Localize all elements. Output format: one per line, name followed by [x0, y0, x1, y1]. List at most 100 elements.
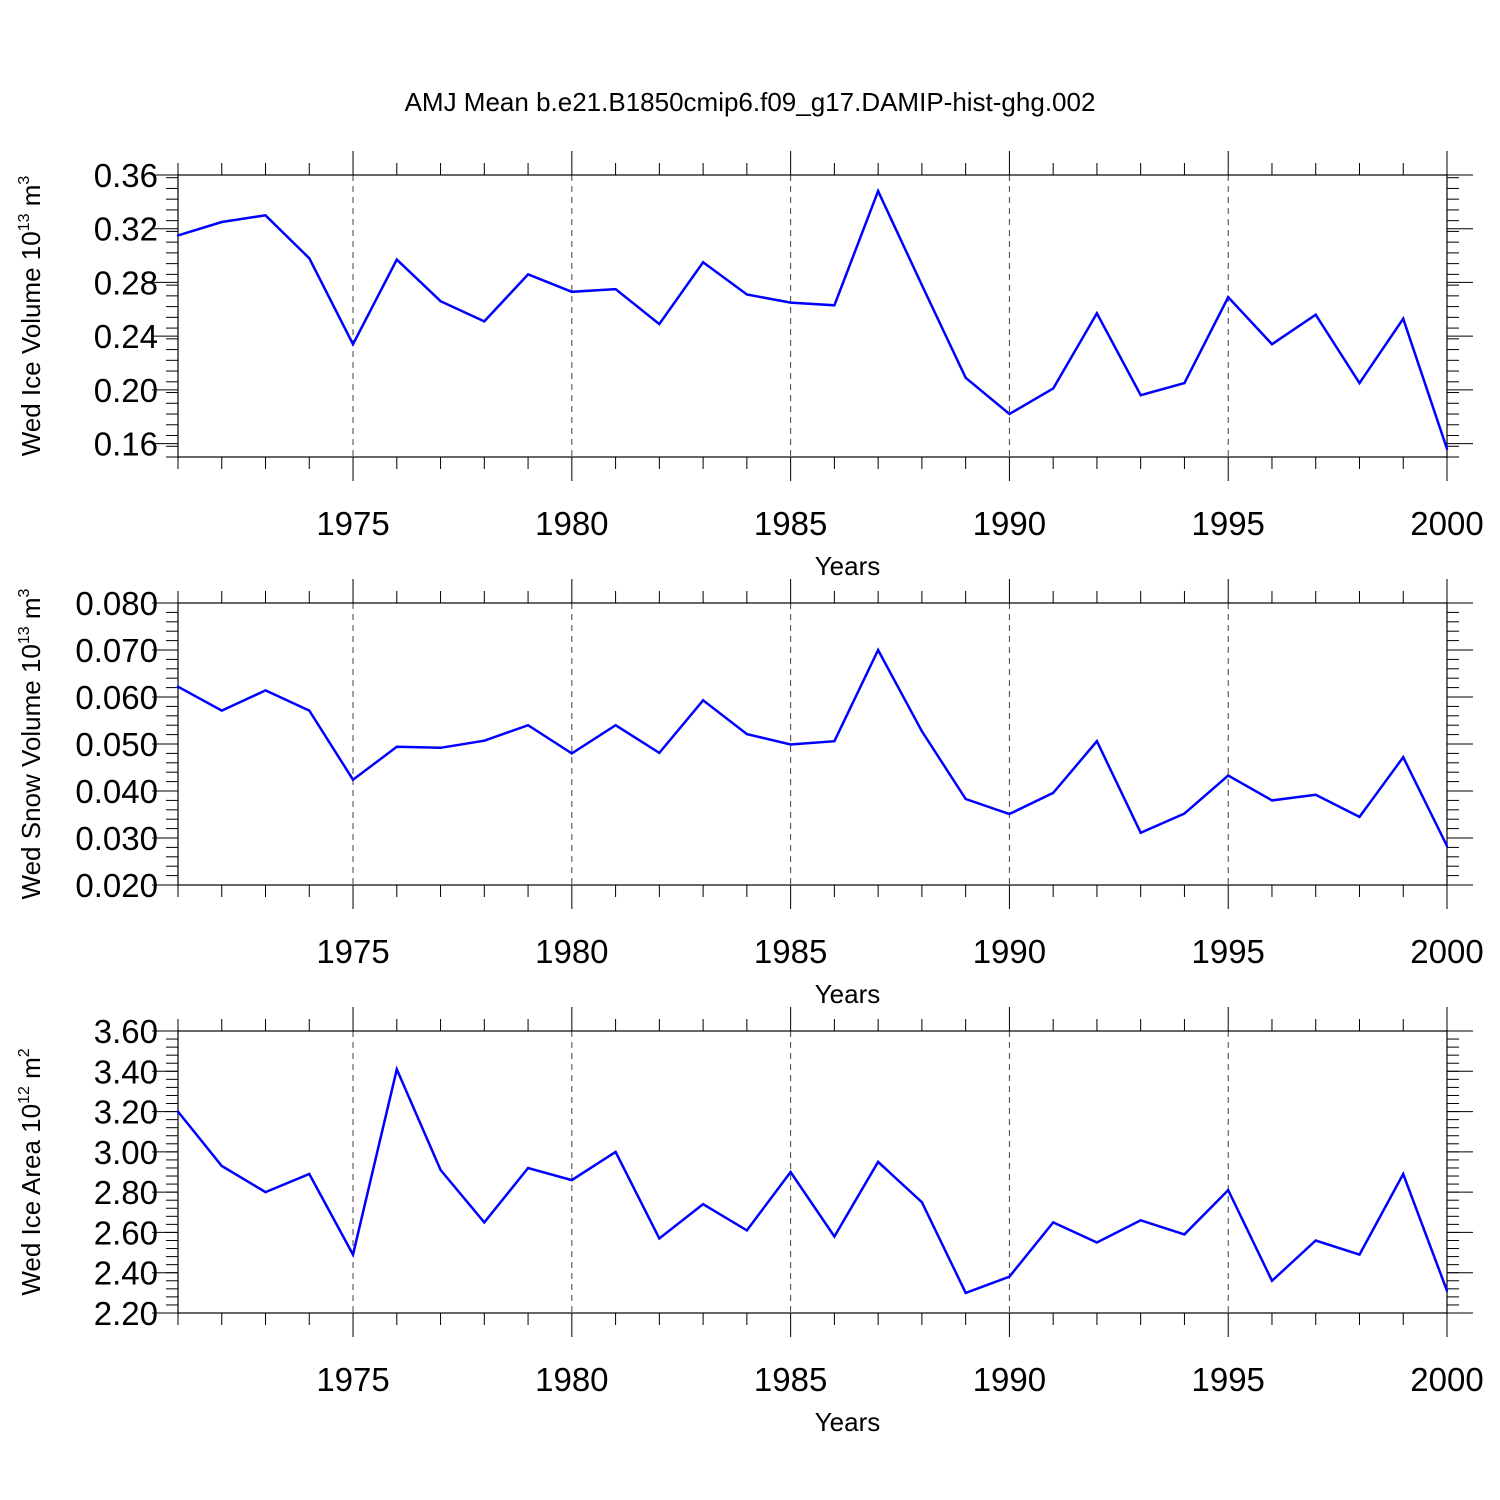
- data-point: [483, 320, 486, 323]
- y-tick-label: 0.050: [75, 726, 158, 763]
- y-axis-title-exponent: 13: [16, 626, 33, 644]
- chart-panel-1: 1975 1980 1985 1990 1995 2000 Years 0.16 0.20 0.2…: [16, 151, 1484, 581]
- data-point: [658, 1237, 661, 1240]
- y-tick-label: 0.28: [94, 264, 158, 301]
- series-line: [177, 1065, 1449, 1295]
- data-point: [701, 261, 705, 264]
- y-tick-label: 0.32: [94, 211, 158, 248]
- data-point: [1445, 447, 1449, 451]
- plot-frame: [177, 1030, 1448, 1314]
- data-point: [789, 1170, 792, 1174]
- data-point: [176, 1110, 180, 1113]
- y-tick-label: 2.40: [94, 1255, 158, 1292]
- data-point: [789, 743, 792, 746]
- plot-frame: [177, 174, 1448, 458]
- data-point: [1314, 1239, 1317, 1242]
- y-axis-title-unit: m: [16, 1057, 46, 1086]
- data-point: [876, 648, 880, 652]
- data-point: [395, 1068, 398, 1071]
- data-point: [395, 745, 398, 749]
- data-point: [351, 343, 355, 346]
- data-point: [1008, 812, 1011, 816]
- y-axis-title: Wed Ice Area 1012 m2: [16, 1048, 46, 1295]
- data-point: [483, 1221, 486, 1224]
- y-axis-title: Wed Snow Volume 1013 m3: [16, 588, 46, 899]
- data-point: [658, 322, 661, 326]
- x-tick-label: 2000: [1410, 1361, 1483, 1398]
- data-point: [264, 214, 267, 217]
- y-axis-title-prefix: Wed Snow Volume 10: [16, 644, 46, 899]
- data-point: [395, 258, 398, 261]
- data-point: [789, 301, 792, 304]
- data-point: [1095, 1241, 1099, 1244]
- y-tick-label: 0.070: [75, 632, 158, 669]
- data-point: [308, 709, 311, 712]
- y-axis-title-unit-exponent: 3: [16, 588, 33, 597]
- x-tick-label: 2000: [1410, 933, 1483, 970]
- data-point: [1227, 296, 1230, 299]
- data-point: [1183, 1233, 1186, 1236]
- x-tick-label: 1980: [535, 933, 608, 970]
- chart-title: AMJ Mean b.e21.B1850cmip6.f09_g17.DAMIP-…: [405, 87, 1096, 117]
- x-tick-label: 1980: [535, 505, 608, 542]
- y-tick-label: 0.20: [94, 372, 158, 409]
- y-tick-label: 0.080: [75, 585, 158, 622]
- data-point: [264, 1190, 267, 1194]
- data-point: [1314, 793, 1317, 796]
- data-point: [1402, 317, 1405, 320]
- data-point: [1008, 412, 1011, 416]
- data-point: [570, 1178, 574, 1182]
- data-point: [1095, 739, 1099, 743]
- panels: 1975 1980 1985 1990 1995 2000 Years 0.16 0.20 0.2…: [16, 151, 1484, 1437]
- y-tick-label: 3.40: [94, 1053, 158, 1090]
- y-axis-title-unit-exponent: 3: [16, 176, 33, 185]
- y-tick-label: 0.16: [94, 426, 158, 463]
- data-point: [920, 283, 924, 287]
- data-point: [745, 293, 749, 296]
- y-tick-label: 3.00: [94, 1134, 158, 1171]
- data-point: [964, 1291, 967, 1295]
- data-point: [1358, 381, 1361, 385]
- series-line: [177, 187, 1449, 450]
- y-tick-label: 0.36: [94, 157, 158, 194]
- y-tick-label: 3.20: [94, 1094, 158, 1131]
- data-point: [614, 287, 617, 291]
- data-point: [1139, 1219, 1142, 1222]
- data-point: [745, 732, 749, 736]
- y-axis-title-unit: m: [16, 185, 46, 214]
- y-axis-title-prefix: Wed Ice Area 10: [16, 1104, 46, 1296]
- data-point: [833, 739, 836, 743]
- data-point: [1008, 1275, 1011, 1278]
- data-point: [920, 1201, 924, 1204]
- data-point: [1183, 381, 1186, 385]
- x-tick-label: 1990: [973, 1361, 1046, 1398]
- data-point: [220, 220, 223, 224]
- data-point: [570, 752, 574, 755]
- data-point: [526, 724, 530, 727]
- y-axis-title: Wed Ice Volume 1013 m3: [16, 176, 46, 457]
- x-tick-label: 1990: [973, 933, 1046, 970]
- data-point: [876, 189, 880, 193]
- data-point: [439, 300, 442, 303]
- data-point: [614, 724, 617, 727]
- data-point: [264, 689, 267, 692]
- data-point: [1183, 812, 1186, 815]
- data-point: [1445, 844, 1449, 848]
- x-tick-label: 2000: [1410, 505, 1483, 542]
- data-point: [614, 1150, 617, 1154]
- data-point: [1270, 1279, 1274, 1282]
- data-point: [1358, 1253, 1361, 1256]
- data-point: [876, 1160, 880, 1164]
- x-tick-label: 1975: [316, 1361, 389, 1398]
- data-point: [439, 746, 442, 749]
- x-tick-label: 1975: [316, 933, 389, 970]
- y-axis-title-unit-exponent: 2: [16, 1048, 33, 1057]
- data-point: [308, 1172, 311, 1176]
- data-point: [658, 751, 661, 755]
- data-point: [570, 290, 574, 294]
- x-axis-title: Years: [815, 1407, 881, 1437]
- data-point: [1402, 755, 1405, 759]
- data-point: [1139, 394, 1142, 397]
- data-point: [1051, 387, 1055, 390]
- y-tick-label: 0.24: [94, 318, 158, 355]
